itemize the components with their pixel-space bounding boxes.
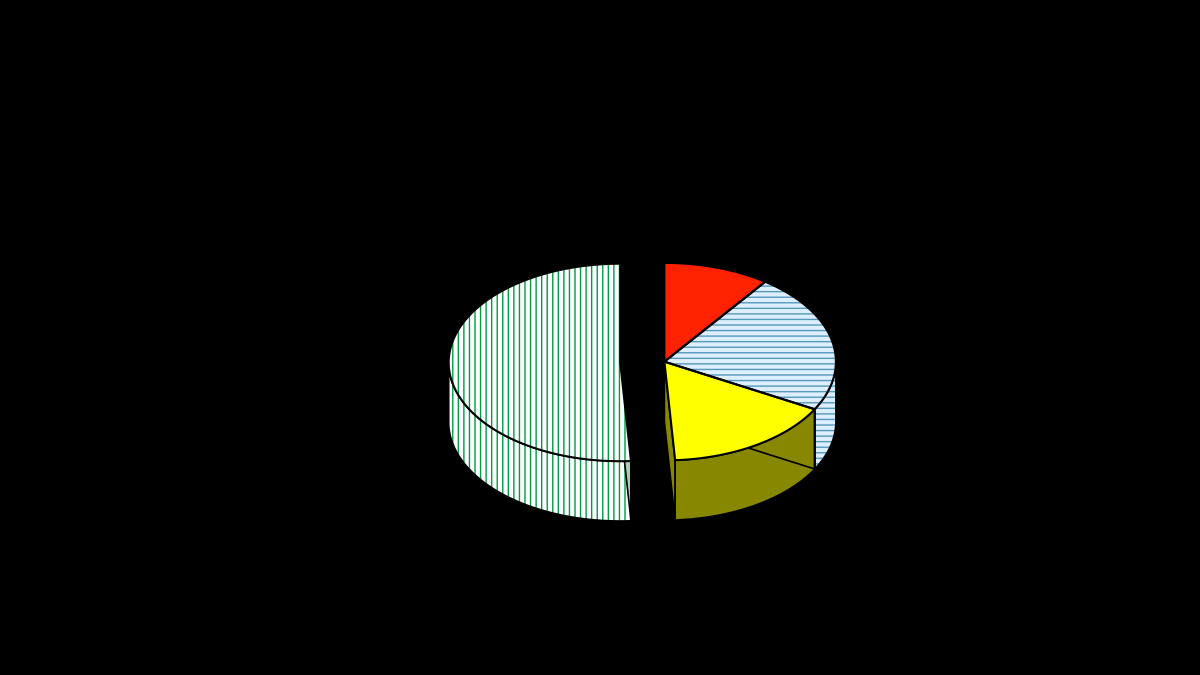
Polygon shape — [665, 362, 676, 520]
Polygon shape — [665, 362, 815, 460]
Polygon shape — [815, 362, 836, 469]
Polygon shape — [676, 409, 815, 520]
Polygon shape — [449, 362, 631, 521]
Polygon shape — [665, 362, 815, 469]
Polygon shape — [449, 264, 631, 461]
Polygon shape — [665, 281, 836, 409]
Polygon shape — [665, 263, 766, 362]
Polygon shape — [665, 362, 815, 469]
Polygon shape — [620, 362, 631, 521]
